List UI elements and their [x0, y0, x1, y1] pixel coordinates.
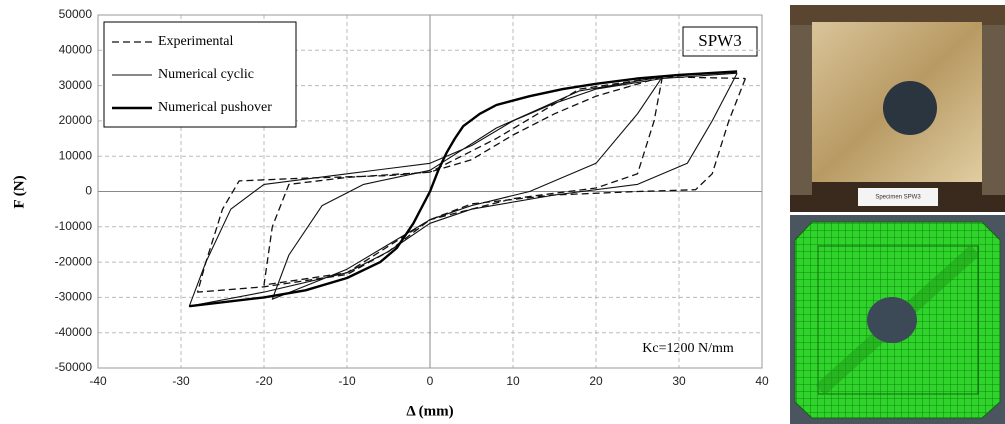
x-tick-label: 20 — [589, 374, 603, 388]
y-tick-label: -40000 — [55, 325, 93, 339]
x-axis-label: Δ (mm) — [406, 403, 453, 419]
x-tick-label: 30 — [672, 374, 686, 388]
y-tick-label: 10000 — [59, 148, 93, 162]
x-tick-label: 10 — [506, 374, 520, 388]
photo-label: Specimen SPW3 — [875, 195, 921, 201]
y-tick-label: 20000 — [59, 113, 93, 127]
plot-frame — [97, 14, 763, 369]
specimen-images: Specimen SPW3 — [790, 5, 1005, 424]
legend: Experimental Numerical cyclic Numerical pu… — [103, 21, 297, 128]
y-tick-label: -50000 — [55, 360, 93, 374]
photo: Specimen SPW3 — [790, 5, 1005, 212]
x-tick-label: -10 — [338, 374, 356, 388]
x-tick-label: -20 — [255, 374, 273, 388]
x-tick-label: 0 — [427, 374, 434, 388]
y-tick-label: 30000 — [59, 78, 93, 92]
series-line — [189, 70, 738, 308]
y-tick-label: -30000 — [55, 290, 93, 304]
x-tick-label: 40 — [755, 374, 769, 388]
y-tick-label: -10000 — [55, 219, 93, 233]
annotation: SPW3 — [698, 31, 741, 50]
legend-label: Numerical pushover — [158, 100, 272, 115]
x-tick-label: -30 — [172, 374, 190, 388]
y-tick-label: 0 — [85, 184, 92, 198]
chart: F (N) Δ (mm) SPW3 Kc=1200 N/mm -50000-40… — [11, 7, 769, 419]
series-line — [188, 72, 738, 307]
legend-label: Numerical cyclic — [158, 67, 254, 82]
y-axis-label: F (N) — [11, 175, 27, 208]
y-tick-label: -20000 — [55, 254, 93, 268]
y-tick-label: 40000 — [59, 42, 93, 56]
legend-label: Experimental — [158, 34, 234, 49]
annotation-box — [682, 26, 758, 57]
annotation: Kc=1200 N/mm — [642, 341, 734, 356]
fe-mesh — [790, 215, 1005, 424]
y-tick-label: 50000 — [59, 7, 93, 21]
x-tick-label: -40 — [89, 374, 107, 388]
series-line — [196, 76, 747, 293]
